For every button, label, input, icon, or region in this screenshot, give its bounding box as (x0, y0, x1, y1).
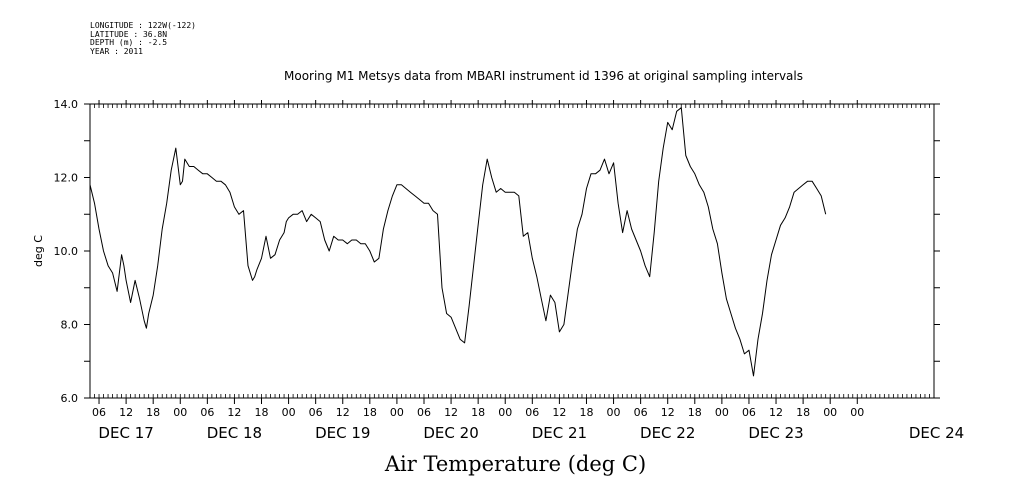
x-tick-label: 12 (769, 406, 783, 419)
metadata-block: LONGITUDE : 122W(-122) LATITUDE : 36.8N … (90, 21, 196, 56)
x-tick-label: 18 (796, 406, 810, 419)
x-tick-label: 12 (661, 406, 675, 419)
x-date-label: DEC 21 (532, 424, 587, 442)
x-tick-label: 00 (850, 406, 864, 419)
x-date-label: DEC 18 (207, 424, 262, 442)
x-tick-label: 18 (579, 406, 593, 419)
x-tick-label: 18 (471, 406, 485, 419)
x-tick-label: 12 (444, 406, 458, 419)
x-tick-label: 18 (146, 406, 160, 419)
x-tick-label: 18 (255, 406, 269, 419)
x-date-label: DEC 17 (98, 424, 153, 442)
x-tick-label: 00 (173, 406, 187, 419)
x-date-label: DEC 24 (909, 424, 964, 442)
plot-frame (89, 103, 935, 399)
x-tick-label: 00 (823, 406, 837, 419)
x-tick-label: 00 (607, 406, 621, 419)
x-date-label: DEC 19 (315, 424, 370, 442)
x-tick-label: 00 (390, 406, 404, 419)
x-tick-label: 00 (498, 406, 512, 419)
y-tick-label: 8.0 (61, 319, 79, 332)
meta-longitude: LONGITUDE : 122W(-122) (90, 21, 196, 30)
y-axis-label: deg C (32, 235, 45, 267)
chart-title-wrap: Mooring M1 Metsys data from MBARI instru… (0, 69, 1009, 83)
x-tick-label: 12 (336, 406, 350, 419)
x-tick-label: 06 (525, 406, 539, 419)
x-tick-label: 00 (282, 406, 296, 419)
x-tick-label: 06 (417, 406, 431, 419)
x-tick-label: 06 (200, 406, 214, 419)
x-date-label: DEC 22 (640, 424, 695, 442)
x-tick-label: 18 (688, 406, 702, 419)
chart-title: Mooring M1 Metsys data from MBARI instru… (284, 69, 803, 83)
x-tick-label: 06 (309, 406, 323, 419)
x-tick-label: 18 (363, 406, 377, 419)
x-tick-label: 00 (715, 406, 729, 419)
meta-latitude: LATITUDE : 36.8N (90, 29, 168, 39)
x-tick-label: 12 (227, 406, 241, 419)
y-tick-label: 10.0 (54, 245, 79, 258)
x-date-label: DEC 23 (748, 424, 803, 442)
y-tick-label: 14.0 (54, 98, 79, 111)
y-tick-label: 12.0 (54, 172, 79, 185)
y-tick-label: 6.0 (61, 392, 79, 405)
meta-depth: DEPTH (m) : -2.5 (90, 38, 168, 48)
x-axis-label: Air Temperature (deg C) (384, 452, 647, 476)
x-tick-label: 06 (92, 406, 106, 419)
x-date-label: DEC 20 (423, 424, 478, 442)
series-line (89, 107, 827, 377)
x-tick-label: 06 (634, 406, 648, 419)
meta-year: YEAR : 2011 (90, 46, 143, 56)
x-tick-label: 12 (552, 406, 566, 419)
x-tick-label: 12 (119, 406, 133, 419)
x-tick-label: 06 (742, 406, 756, 419)
